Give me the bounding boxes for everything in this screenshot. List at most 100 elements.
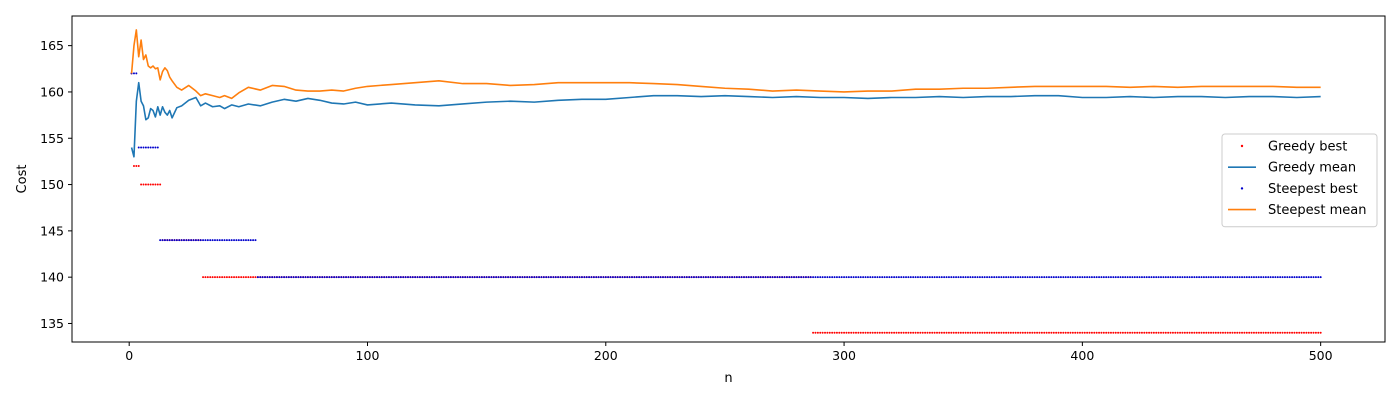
data-point bbox=[507, 276, 510, 279]
data-point bbox=[1117, 276, 1120, 279]
data-point bbox=[1067, 276, 1070, 279]
data-point bbox=[440, 276, 443, 279]
data-point bbox=[773, 276, 776, 279]
data-point bbox=[1062, 276, 1065, 279]
data-point bbox=[771, 276, 774, 279]
data-point bbox=[876, 331, 879, 334]
data-point bbox=[854, 331, 857, 334]
data-point bbox=[1043, 331, 1046, 334]
data-point bbox=[516, 276, 519, 279]
data-point bbox=[950, 276, 953, 279]
data-point bbox=[1109, 276, 1112, 279]
data-point bbox=[1098, 331, 1101, 334]
data-point bbox=[1317, 331, 1320, 334]
data-point bbox=[969, 276, 972, 279]
data-point bbox=[454, 276, 457, 279]
data-point bbox=[1112, 276, 1115, 279]
data-point bbox=[959, 331, 962, 334]
data-point bbox=[1307, 276, 1310, 279]
data-point bbox=[704, 276, 707, 279]
data-point bbox=[971, 276, 974, 279]
data-point bbox=[1262, 331, 1265, 334]
data-point bbox=[907, 331, 910, 334]
data-point bbox=[495, 276, 498, 279]
data-point bbox=[580, 276, 583, 279]
series-line bbox=[130, 81, 1321, 158]
data-point bbox=[666, 276, 669, 279]
data-point bbox=[824, 331, 827, 334]
y-tick-label: 145 bbox=[40, 223, 64, 238]
data-point bbox=[1167, 331, 1170, 334]
data-point bbox=[997, 331, 1000, 334]
data-point bbox=[1150, 276, 1153, 279]
data-point bbox=[964, 276, 967, 279]
data-point bbox=[1217, 276, 1220, 279]
data-point bbox=[1069, 331, 1072, 334]
data-point bbox=[828, 331, 831, 334]
data-point bbox=[990, 331, 993, 334]
data-point bbox=[1252, 331, 1255, 334]
data-point bbox=[175, 239, 178, 242]
data-point bbox=[557, 276, 560, 279]
data-point bbox=[1150, 331, 1153, 334]
data-point bbox=[237, 239, 240, 242]
data-point bbox=[468, 276, 471, 279]
data-point bbox=[1055, 331, 1058, 334]
data-point bbox=[900, 331, 903, 334]
data-point bbox=[802, 276, 805, 279]
data-point bbox=[1250, 276, 1253, 279]
data-point bbox=[1183, 276, 1186, 279]
data-point bbox=[318, 276, 321, 279]
data-point bbox=[1090, 276, 1093, 279]
data-point bbox=[1250, 331, 1253, 334]
data-point bbox=[1305, 276, 1308, 279]
data-point bbox=[1212, 276, 1215, 279]
data-point bbox=[623, 276, 626, 279]
data-point bbox=[843, 276, 846, 279]
data-point bbox=[564, 276, 567, 279]
data-point bbox=[337, 276, 340, 279]
data-point bbox=[1152, 276, 1155, 279]
data-point bbox=[990, 276, 993, 279]
data-point bbox=[194, 239, 197, 242]
data-point bbox=[885, 276, 888, 279]
data-point bbox=[1017, 276, 1020, 279]
data-point bbox=[878, 276, 881, 279]
data-point bbox=[955, 331, 958, 334]
data-point bbox=[1302, 276, 1305, 279]
data-point bbox=[857, 276, 860, 279]
data-point bbox=[1074, 331, 1077, 334]
data-point bbox=[1067, 331, 1070, 334]
data-point bbox=[983, 331, 986, 334]
data-point bbox=[957, 276, 960, 279]
data-point bbox=[1202, 276, 1205, 279]
data-point bbox=[1007, 276, 1010, 279]
data-point bbox=[762, 276, 765, 279]
data-point bbox=[204, 239, 207, 242]
data-point bbox=[1300, 276, 1303, 279]
data-point bbox=[1169, 331, 1172, 334]
data-point bbox=[1281, 331, 1284, 334]
data-point bbox=[309, 276, 312, 279]
data-point bbox=[850, 276, 853, 279]
data-point bbox=[247, 239, 250, 242]
data-point bbox=[428, 276, 431, 279]
data-point bbox=[1219, 276, 1222, 279]
data-point bbox=[1181, 276, 1184, 279]
data-point bbox=[1002, 276, 1005, 279]
data-point bbox=[569, 276, 572, 279]
data-point bbox=[192, 239, 195, 242]
data-point bbox=[933, 331, 936, 334]
data-point bbox=[416, 276, 419, 279]
data-point bbox=[852, 331, 855, 334]
y-tick-label: 165 bbox=[40, 38, 64, 53]
data-point bbox=[950, 331, 953, 334]
data-point bbox=[1109, 331, 1112, 334]
data-point bbox=[940, 276, 943, 279]
data-point bbox=[373, 276, 376, 279]
data-point bbox=[964, 331, 967, 334]
legend-item: Steepest mean bbox=[1228, 203, 1366, 218]
data-point bbox=[1007, 331, 1010, 334]
series-steepest-mean bbox=[130, 29, 1321, 100]
data-point bbox=[1255, 276, 1258, 279]
